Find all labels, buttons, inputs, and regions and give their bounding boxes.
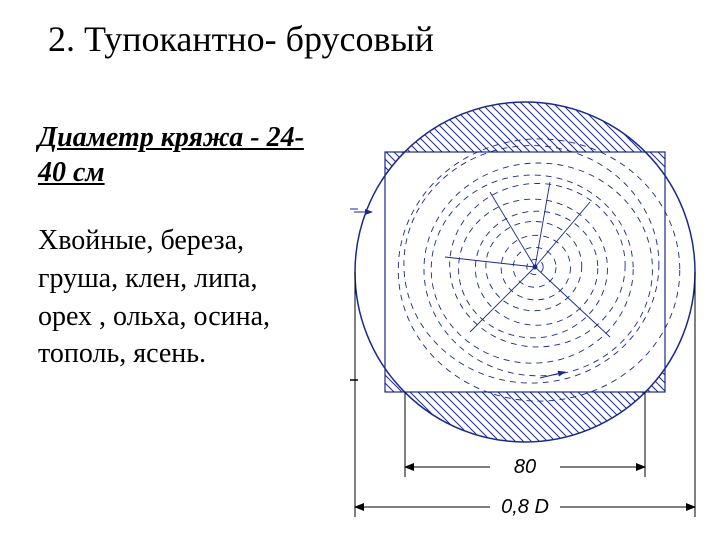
svg-text:0,8 D: 0,8 D [501, 496, 549, 518]
log-outline-circle [355, 102, 695, 442]
page-title: 2. Тупокантно- брусовый [48, 18, 434, 60]
log-cross-section-diagram: 80 0,8 D [340, 82, 710, 532]
square-timber-rect [385, 152, 665, 392]
small-marks [350, 209, 565, 380]
svg-text:80: 80 [514, 456, 536, 478]
growth-rings [398, 139, 680, 401]
radial-cracks [445, 182, 610, 337]
species-list: Хвойные, береза, груша, клен, липа, орех… [38, 222, 318, 373]
diameter-spec: Диаметр кряжа - 24-40 см [38, 120, 318, 190]
